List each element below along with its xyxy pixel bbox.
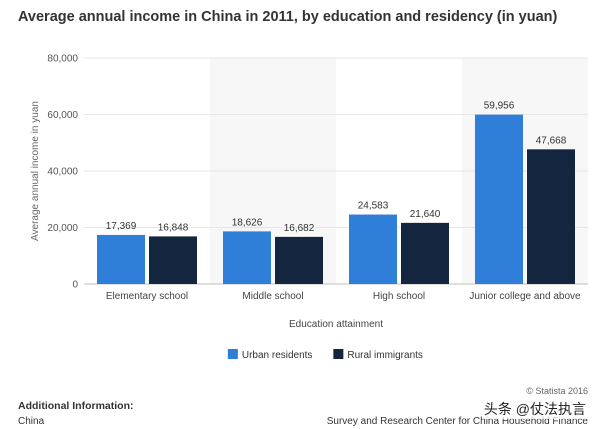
source-label: Survey and Research Center for China Hou… (326, 416, 588, 427)
data-label: 21,640 (410, 209, 441, 220)
legend-label: Rural immigrants (347, 350, 423, 361)
bar-urban (223, 231, 271, 284)
y-tick-label: 0 (72, 280, 78, 291)
data-label: 18,626 (232, 217, 263, 228)
data-label: 16,682 (284, 223, 315, 234)
copyright: © Statista 2016 (526, 386, 588, 396)
additional-info-title: Additional Information: (18, 400, 134, 412)
x-tick-label: Elementary school (106, 291, 188, 302)
y-tick-label: 20,000 (47, 223, 78, 234)
legend-label: Urban residents (242, 350, 313, 361)
x-tick-label: Middle school (242, 291, 303, 302)
x-axis-label: Education attainment (289, 319, 383, 330)
data-label: 17,369 (106, 221, 137, 232)
x-tick-label: Junior college and above (469, 291, 581, 302)
legend-swatch (227, 349, 238, 359)
y-tick-label: 40,000 (47, 167, 78, 178)
bar-urban (349, 214, 397, 284)
legend-swatch (333, 349, 344, 359)
y-axis-label: Average annual income in yuan (30, 101, 41, 241)
bar-rural (149, 236, 197, 284)
x-tick-label: High school (373, 291, 425, 302)
region-label: China (18, 416, 45, 427)
data-label: 59,956 (484, 101, 515, 112)
watermark: 头条 @仗法执言 (481, 399, 588, 419)
data-label: 47,668 (536, 135, 567, 146)
bar-urban (97, 234, 145, 284)
bar-rural (401, 222, 449, 284)
data-label: 16,848 (158, 222, 189, 233)
bar-rural (275, 236, 323, 284)
chart-title: Average annual income in China in 2011, … (18, 9, 558, 25)
y-tick-label: 80,000 (47, 54, 78, 65)
bar-rural (527, 149, 575, 284)
y-tick-label: 60,000 (47, 110, 78, 121)
bar-urban (475, 114, 523, 284)
data-label: 24,583 (358, 201, 389, 212)
